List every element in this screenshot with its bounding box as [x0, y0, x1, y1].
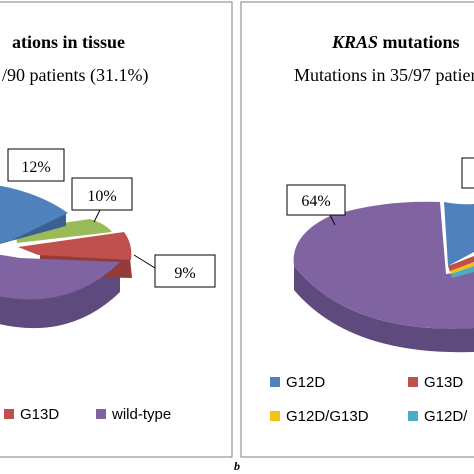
right-callout-64: 64% [286, 184, 346, 226]
right-label-64-box [286, 184, 346, 216]
left-label-12-box [7, 148, 65, 182]
right-legend-g12d-other: G12D/ [424, 408, 468, 425]
right-label-box-partial [461, 157, 474, 189]
left-callout-12: 12% [7, 148, 65, 182]
legend-swatch-g12d-g13d [270, 411, 280, 421]
left-label-9-leader [133, 254, 156, 269]
left-slice-wild-type [0, 254, 120, 300]
right-label-64: 64% [301, 193, 330, 210]
right-pie [293, 201, 474, 353]
left-label-12: 12% [21, 159, 50, 176]
left-panel-subtitle: /90 patients (31.1%) [2, 65, 148, 86]
left-legend: G13D wild-type [4, 406, 171, 423]
right-panel-title: KRAS mutations [331, 32, 460, 52]
left-pie [0, 185, 132, 329]
left-label-10-box [71, 177, 133, 211]
right-label-64-leader [329, 214, 336, 226]
right-legend-g12d: G12D [286, 374, 325, 391]
left-legend-g13d: G13D [20, 406, 59, 423]
right-legend-g12d-g13d: G12D/G13D [286, 408, 369, 425]
left-slice-g12d [0, 185, 68, 243]
right-slice-g12d-g13d [450, 262, 474, 274]
right-slice-wild-type-side [294, 266, 474, 353]
left-slice-g13d [18, 232, 132, 260]
left-legend-wild-type: wild-type [111, 406, 171, 423]
left-label-10-leader [93, 209, 101, 223]
right-panel-subtitle: Mutations in 35/97 patients [294, 65, 474, 85]
right-slice-g12d-other [451, 266, 474, 278]
left-label-9: 9% [174, 265, 195, 282]
right-panel-title-italic: KRAS [331, 32, 378, 52]
left-callout-10: 10% [71, 177, 133, 223]
legend-swatch-g13d [4, 409, 14, 419]
right-slice-wild-type [293, 201, 474, 329]
legend-swatch-wild-type [96, 409, 106, 419]
legend-swatch-g12d-other [408, 411, 418, 421]
right-legend-g13d: G13D [424, 374, 463, 391]
panel-label-b: b [234, 459, 240, 473]
left-callout-9: 9% [133, 254, 216, 288]
right-panel-title-rest: mutations [378, 32, 460, 52]
legend-swatch-g12d [270, 377, 280, 387]
right-slice-g13d [448, 256, 474, 272]
left-label-9-box [154, 254, 216, 288]
right-legend: G12D G13D G12D/G13D G12D/ [270, 374, 468, 425]
right-slice-g12d [444, 202, 474, 266]
left-panel-title: ations in tissue [12, 32, 125, 52]
left-label-10: 10% [87, 188, 116, 205]
left-slice-g12v [15, 219, 112, 243]
legend-swatch-g13d-right [408, 377, 418, 387]
